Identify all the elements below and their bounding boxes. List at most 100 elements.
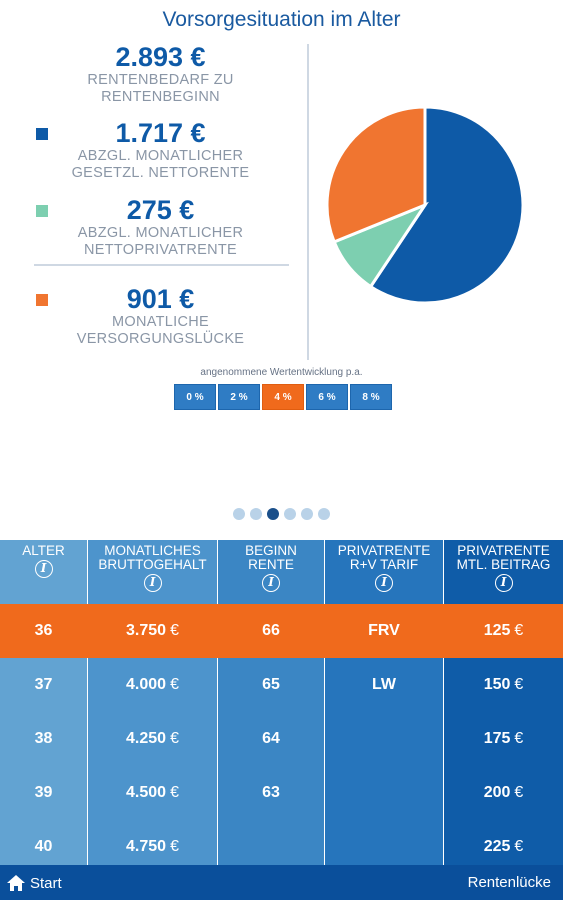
bottom-bar: Start Rentenlücke	[0, 865, 563, 900]
cell-contribution-value: 225	[483, 838, 511, 855]
cell-contribution-value: 200	[483, 784, 511, 801]
page-dot[interactable]	[267, 508, 279, 520]
statutory-pension-label-2: GESETZL. NETTORENTE	[71, 165, 250, 181]
cell-tariff-value: LW	[372, 676, 396, 693]
statutory-pension-label: ABZGL. MONATLICHER	[77, 148, 244, 164]
currency-symbol: €	[514, 784, 524, 801]
cell-contribution: 125 €	[444, 604, 563, 658]
header-salary-line2: BRUTTOGEHALT	[98, 557, 207, 572]
rate-option-button[interactable]: 8 %	[350, 384, 392, 410]
cell-age: 40	[0, 820, 87, 874]
table-row[interactable]: 36 3.750 €66 FRV 125 €	[0, 604, 563, 658]
cell-tariff: LW	[325, 658, 443, 712]
cell-age: 36	[0, 604, 87, 658]
cell-salary-value: 4.250	[126, 730, 167, 747]
pension-need-label-2: RENTENBEGINN	[101, 89, 220, 105]
cell-tariff	[325, 766, 443, 820]
statutory-pension-block: 1.717 € ABZGL. MONATLICHER GESETZL. NETT…	[28, 118, 293, 182]
info-icon[interactable]: i	[34, 560, 53, 578]
rate-option-button[interactable]: 2 %	[218, 384, 260, 410]
header-age[interactable]: ALTER i	[0, 540, 87, 604]
cell-contribution-value: 150	[483, 676, 511, 693]
table-row[interactable]: 38 4.250 €64 175 €	[0, 712, 563, 766]
currency-symbol: €	[514, 676, 524, 693]
currency-symbol: €	[514, 838, 524, 855]
pension-gap-nav-button[interactable]: Rentenlücke	[467, 874, 551, 891]
header-tariff[interactable]: PRIVATRENTE R+V TARIF i	[325, 540, 443, 604]
column-tariff: PRIVATRENTE R+V TARIF i	[325, 540, 443, 865]
page-dot[interactable]	[233, 508, 245, 520]
cell-pension-start: 66	[218, 604, 324, 658]
header-salary[interactable]: MONATLICHES BRUTTOGEHALT i	[88, 540, 217, 604]
pension-gap-label-2: VERSORGUNGSLÜCKE	[76, 331, 245, 347]
summary-divider	[34, 264, 289, 266]
currency-symbol: €	[170, 622, 179, 639]
currency-symbol: €	[170, 730, 179, 747]
info-icon[interactable]: i	[375, 574, 393, 592]
table-row[interactable]: 40 4.750 €225 €	[0, 820, 563, 874]
header-pension-start[interactable]: BEGINN RENTE i	[218, 540, 324, 604]
home-icon	[7, 875, 25, 891]
page-dot[interactable]	[318, 508, 330, 520]
header-pension-start-line1: BEGINN	[245, 543, 297, 558]
cell-contribution: 225 €	[444, 820, 563, 874]
cell-pension-start: 63	[218, 766, 324, 820]
statutory-pension-value: 1.717 €	[115, 118, 206, 148]
info-icon[interactable]: i	[494, 574, 513, 592]
header-contribution[interactable]: PRIVATRENTE MTL. BEITRAG i	[444, 540, 563, 604]
cell-pension-start-value: 66	[262, 622, 280, 639]
cell-salary: 4.000 €	[88, 658, 217, 712]
pension-gap-block: 901 € MONATLICHE VERSORGUNGSLÜCKE	[28, 284, 293, 348]
contribution-table: ALTER i MONATLICHES BRUTTOGEHALT i BEGIN…	[0, 540, 563, 865]
header-pension-start-line2: RENTE	[248, 557, 294, 572]
column-age: ALTER i	[0, 540, 87, 865]
start-button[interactable]: Start	[6, 874, 62, 892]
table-row[interactable]: 37 4.000 €65 LW 150 €	[0, 658, 563, 712]
cell-salary-value: 4.500	[126, 784, 167, 801]
table-row[interactable]: 39 4.500 €63 200 €	[0, 766, 563, 820]
info-icon[interactable]: i	[262, 574, 280, 592]
cell-salary-value: 3.750	[126, 622, 167, 639]
cell-pension-start-value: 64	[262, 730, 280, 747]
private-pension-block: 275 € ABZGL. MONATLICHER NETTOPRIVATRENT…	[28, 195, 293, 259]
private-pension-value: 275 €	[126, 195, 195, 225]
cell-tariff	[325, 712, 443, 766]
cell-pension-start: 64	[218, 712, 324, 766]
pension-need-label: RENTENBEDARF ZU	[87, 72, 234, 88]
cell-salary-value: 4.000	[126, 676, 167, 693]
cell-contribution: 150 €	[444, 658, 563, 712]
currency-symbol: €	[170, 838, 179, 855]
header-contribution-line1: PRIVATRENTE	[457, 543, 550, 558]
pension-pie-chart	[325, 105, 525, 305]
cell-contribution: 200 €	[444, 766, 563, 820]
header-tariff-line1: PRIVATRENTE	[337, 543, 431, 558]
rate-option-button[interactable]: 4 %	[262, 384, 304, 410]
cell-age-value: 36	[34, 622, 53, 639]
rate-caption: angenommene Wertentwicklung p.a.	[200, 367, 363, 378]
currency-symbol: €	[170, 676, 179, 693]
page-dot[interactable]	[301, 508, 313, 520]
page-dot[interactable]	[284, 508, 296, 520]
rate-option-button[interactable]: 0 %	[174, 384, 216, 410]
cell-salary-value: 4.750	[126, 838, 167, 855]
cell-salary: 4.750 €	[88, 820, 217, 874]
pension-need-block: 2.893 € RENTENBEDARF ZU RENTENBEGINN	[28, 42, 293, 106]
cell-age-value: 39	[34, 784, 53, 801]
cell-age-value: 38	[34, 730, 53, 747]
cell-age: 38	[0, 712, 87, 766]
rate-option-button[interactable]: 6 %	[306, 384, 348, 410]
cell-pension-start-value: 65	[262, 676, 280, 693]
cell-salary: 4.500 €	[88, 766, 217, 820]
cell-age: 39	[0, 766, 87, 820]
page-dot[interactable]	[250, 508, 262, 520]
column-pension-start: BEGINN RENTE i	[218, 540, 324, 865]
cell-pension-start: 65	[218, 658, 324, 712]
cell-age-value: 40	[34, 838, 53, 855]
cell-age-value: 37	[34, 676, 53, 693]
column-contribution: PRIVATRENTE MTL. BEITRAG i	[444, 540, 563, 865]
statutory-pension-legend-marker	[36, 128, 48, 140]
cell-contribution: 175 €	[444, 712, 563, 766]
info-icon[interactable]: i	[143, 574, 162, 592]
pie-slice-gap	[325, 105, 427, 244]
rate-selector: 0 % 2 % 4 % 6 % 8 %	[174, 384, 392, 410]
